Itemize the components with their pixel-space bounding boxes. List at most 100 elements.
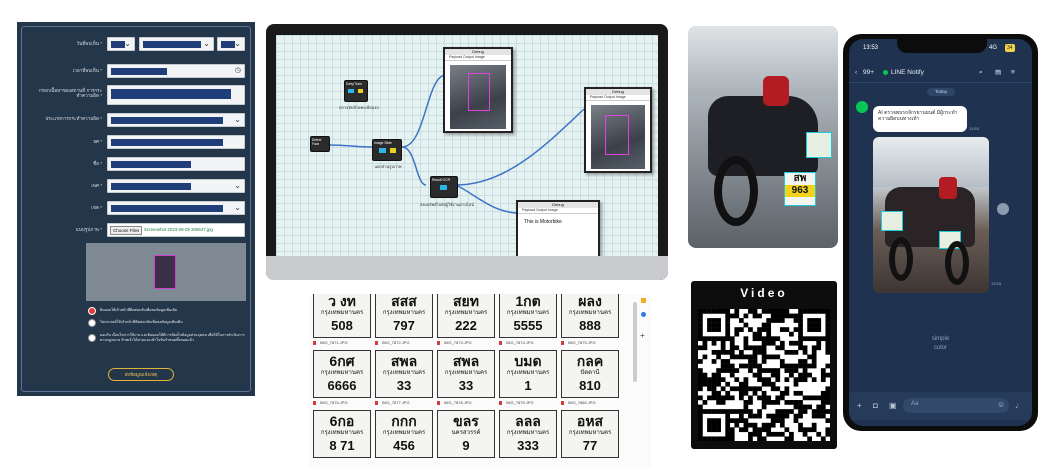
back-count[interactable]: 99+ xyxy=(863,69,875,76)
flow-node-result-ocr[interactable]: Result OCR xyxy=(430,176,458,198)
license-plate-thumbnail[interactable]: 6กศ กรุงเทพมหานคร 6666 xyxy=(313,350,371,398)
time-input[interactable]: ◷ xyxy=(107,64,245,78)
submit-button[interactable]: ส่งข้อมูลแจ้งเหตุ xyxy=(108,368,174,381)
license-plate-thumbnail[interactable]: กลค ปัตตานี 810 xyxy=(561,350,619,398)
detection-box xyxy=(605,115,629,155)
consent-radio-no[interactable] xyxy=(88,319,96,327)
message-time: 13:53 xyxy=(969,126,980,131)
node-port-icon xyxy=(379,148,386,153)
scrollbar[interactable] xyxy=(633,302,637,382)
image-icon[interactable]: ▣ xyxy=(889,401,897,410)
plate-number: 5555 xyxy=(513,318,543,333)
plate-letters: ผลง xyxy=(578,294,602,309)
license-plate-thumbnail[interactable]: 6กอ กรุงเทพมหานคร 8 71 xyxy=(313,410,371,458)
chevron-down-icon: ⌄ xyxy=(234,181,241,190)
notes-icon[interactable]: ▤ xyxy=(995,69,1002,76)
message-composer: + ◘ ▣ Aa ☺ ♩ xyxy=(849,392,1032,420)
plate-number: 8 71 xyxy=(329,438,355,453)
menu-icon[interactable]: ≡ xyxy=(1011,69,1015,76)
flow-node-image-slide[interactable]: Image Slide xyxy=(372,139,402,161)
message-input[interactable]: Aa ☺ xyxy=(903,398,1009,413)
plus-icon[interactable]: + xyxy=(857,401,862,410)
plate-letters: ว งท xyxy=(328,294,356,309)
plate-letters: สพล xyxy=(452,353,480,369)
consent-radio-yes[interactable] xyxy=(88,307,96,315)
chevron-down-icon: ⌄ xyxy=(234,115,241,124)
sidebar-icon[interactable] xyxy=(641,298,646,303)
watermark-line-1: simple xyxy=(931,336,950,342)
terms-radio[interactable] xyxy=(88,334,96,342)
year-select[interactable]: ⌄ xyxy=(217,37,245,51)
license-plate-thumbnail[interactable]: ขลร นครสวรรค์ 9 xyxy=(437,410,495,458)
license-plate-thumbnail[interactable]: ว งท กรุงเทพมหานคร 508 xyxy=(313,294,371,338)
name-input[interactable] xyxy=(107,157,245,171)
plate-letters: กกก xyxy=(391,413,417,429)
monitor-chin xyxy=(266,256,668,280)
message-image[interactable] xyxy=(873,137,989,293)
plate-number: 456 xyxy=(393,438,415,453)
plate-number: 333 xyxy=(517,438,539,453)
phone-notch xyxy=(897,39,987,53)
camera-icon[interactable]: ◘ xyxy=(873,401,878,410)
motorcycle-wheel xyxy=(945,241,969,285)
plate-letters: อหส xyxy=(576,413,604,429)
node-label: DeepTrain xyxy=(346,82,362,86)
form-row-district: เขต * ⌄ xyxy=(22,201,250,217)
plate-letters: สยท xyxy=(453,294,479,309)
location-textarea[interactable] xyxy=(107,85,245,105)
license-plate-thumbnail[interactable]: กกก กรุงเทพมหานคร 456 xyxy=(375,410,433,458)
license-plate-thumbnail[interactable]: สพล กรุงเทพมหานคร 33 xyxy=(437,350,495,398)
share-icon[interactable] xyxy=(997,203,1009,215)
add-icon[interactable]: + xyxy=(640,331,645,340)
license-plate-thumbnail[interactable]: ผลง กรุงเทพมหานคร 888 xyxy=(561,294,619,338)
license-plate-thumbnail[interactable]: ลลล กรุงเทพมหานคร 333 xyxy=(499,410,557,458)
search-icon[interactable]: ⌕ xyxy=(979,69,983,76)
plate-province: กรุงเทพมหานคร xyxy=(320,430,364,436)
month-select[interactable]: ⌄ xyxy=(139,37,214,51)
plate-letters: สพล xyxy=(390,353,418,369)
license-plate-thumbnail[interactable]: สยท กรุงเทพมหานคร 222 xyxy=(437,294,495,338)
flow-node-detect-face[interactable]: Detect Face xyxy=(310,136,330,152)
license-plate-thumbnail[interactable]: บมด กรุงเทพมหานคร 1 xyxy=(499,350,557,398)
day-select[interactable]: ⌄ xyxy=(107,37,135,51)
plate-number: 9 xyxy=(462,438,470,453)
plate-province: กรุงเทพมหานคร xyxy=(568,310,612,316)
license-plate-thumbnail[interactable]: สสส กรุงเทพมหานคร 797 xyxy=(375,294,433,338)
file-name: IMG_7872.JPG xyxy=(375,340,433,345)
rank-label: ยศ * xyxy=(93,139,102,144)
license-plate-thumbnail[interactable]: 1กต กรุงเทพมหานคร 5555 xyxy=(499,294,557,338)
gender-select[interactable]: ⌄ xyxy=(107,179,245,193)
mic-icon[interactable]: ♩ xyxy=(1015,401,1023,410)
district-select[interactable]: ⌄ xyxy=(107,201,245,215)
emoji-icon[interactable]: ☺ xyxy=(997,400,1006,409)
plate-province: กรุงเทพมหานคร xyxy=(444,310,488,316)
plate-detection-box xyxy=(806,132,832,158)
plate-letters: บมด xyxy=(514,353,542,369)
node-port-icon xyxy=(358,89,363,93)
chevron-down-icon: ⌄ xyxy=(234,203,241,212)
file-name: Screenshot 2023-08-09 205547.jpg xyxy=(144,227,213,232)
choose-files-button[interactable]: Choose Files xyxy=(110,226,143,235)
motorcycle-wheel xyxy=(889,237,913,281)
license-plate-thumbnail[interactable]: อหส กรุงเทพมหานคร 77 xyxy=(561,410,619,458)
file-name: IMG_7874.JPG xyxy=(499,340,557,345)
form-row-date: วันที่พบเห็น * ⌄ ⌄ ⌄ xyxy=(22,37,250,53)
plate-number: 508 xyxy=(331,318,353,333)
rank-input[interactable] xyxy=(107,135,245,149)
back-icon[interactable]: ‹ xyxy=(855,69,858,76)
flow-wires xyxy=(327,74,585,214)
plate-number: 810 xyxy=(579,378,601,393)
clock-icon: ◷ xyxy=(234,67,241,74)
qr-code[interactable] xyxy=(698,309,831,442)
debug-title: Debug xyxy=(518,202,598,208)
flow-node-deeptrain[interactable]: DeepTrain xyxy=(344,80,368,102)
type-select[interactable]: ⌄ xyxy=(107,113,245,127)
file-name: IMG_7880.JPG xyxy=(561,400,619,405)
file-name: IMG_7875.JPG xyxy=(561,340,619,345)
sidebar-icon[interactable] xyxy=(641,312,646,317)
gender-label: เพศ * xyxy=(91,183,102,188)
sender-avatar[interactable] xyxy=(856,101,868,113)
license-plate-thumbnail[interactable]: สพล กรุงเทพมหานคร 33 xyxy=(375,350,433,398)
date-divider: Today xyxy=(927,88,955,96)
debug-title: Debug xyxy=(445,49,511,55)
